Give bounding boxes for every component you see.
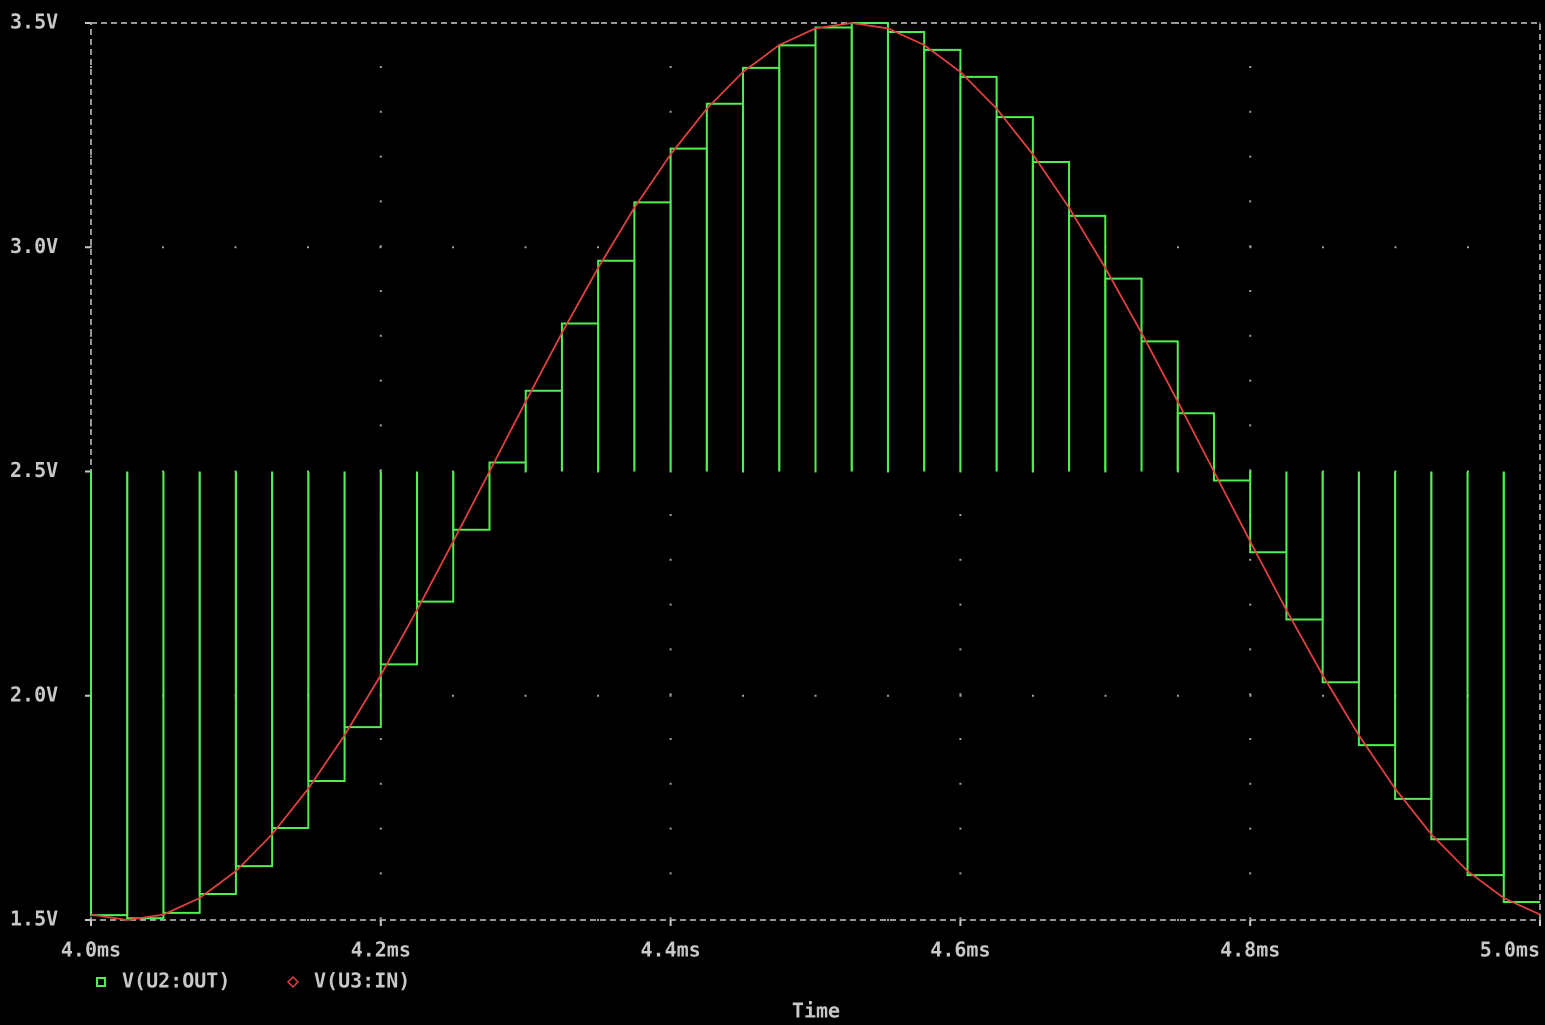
legend-label: V(U3:IN)	[314, 969, 410, 993]
x-tick-label: 4.0ms	[61, 938, 121, 962]
x-tick-label: 5.0ms	[1480, 938, 1540, 962]
sample-step	[1140, 340, 1179, 472]
y-tick-label: 3.5V	[10, 10, 58, 34]
signal-line	[90, 22, 1541, 921]
x-tick-label: 4.8ms	[1220, 938, 1280, 962]
x-axis-label: Time	[792, 999, 840, 1023]
sample-step	[1502, 471, 1540, 904]
legend-marker	[286, 975, 300, 989]
x-tick-label: 4.2ms	[351, 938, 411, 962]
legend-label: V(U2:OUT)	[122, 969, 230, 993]
legend-marker	[96, 977, 106, 987]
y-tick-label: 3.0V	[10, 234, 58, 258]
y-tick-label: 2.0V	[10, 682, 58, 706]
y-tick-label: 2.5V	[10, 458, 58, 482]
y-tick-label: 1.5V	[10, 907, 58, 931]
sample-step	[416, 471, 455, 603]
sample-step	[1176, 412, 1215, 472]
x-tick-label: 4.6ms	[930, 938, 990, 962]
x-tick-label: 4.4ms	[640, 938, 700, 962]
sample-step	[452, 471, 491, 531]
